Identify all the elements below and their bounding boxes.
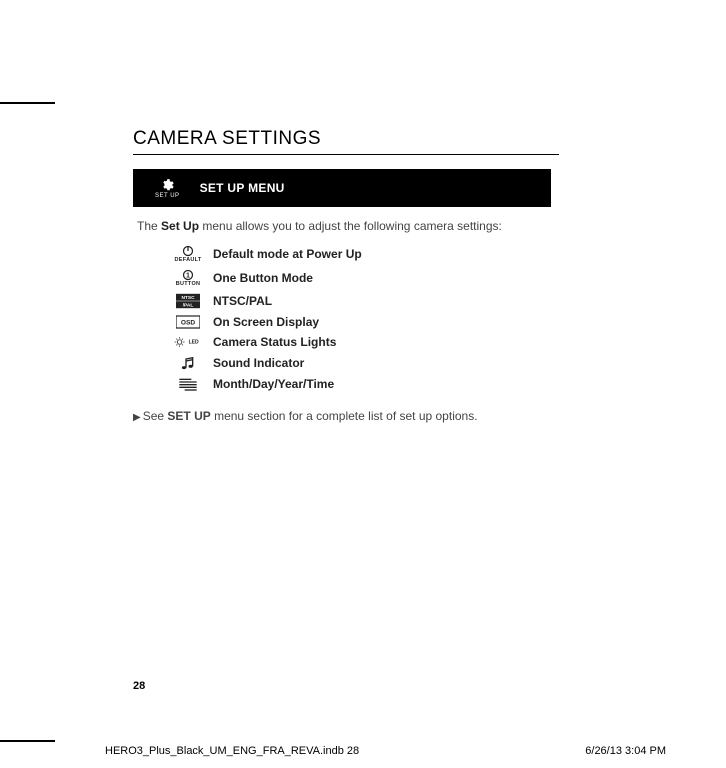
list-item: 1 BUTTON One Button Mode	[173, 269, 559, 287]
ntsc-pal-icon: NTSC /PAL	[173, 293, 203, 309]
item-label: On Screen Display	[213, 315, 319, 329]
see-prefix: See	[143, 409, 168, 423]
led-icon: LED	[173, 335, 203, 349]
icon-sublabel: DEFAULT	[174, 257, 201, 263]
setup-menu-title: SET UP MENU	[200, 181, 285, 195]
page-content: CAMERA SETTINGS SET UP SET UP MENU The S…	[133, 128, 559, 423]
page-number: 28	[133, 680, 145, 692]
crop-mark	[105, 0, 107, 55]
intro-suffix: menu allows you to adjust the following …	[199, 219, 502, 233]
see-suffix: menu section for a complete list of set …	[211, 409, 478, 423]
list-item: NTSC /PAL NTSC/PAL	[173, 293, 559, 309]
icon-sublabel: BUTTON	[176, 281, 201, 287]
list-item: Sound Indicator	[173, 355, 559, 371]
svg-text:1: 1	[186, 273, 190, 280]
setup-gear-icon: SET UP	[155, 178, 180, 199]
list-item: Month/Day/Year/Time	[173, 377, 559, 391]
item-label: One Button Mode	[213, 271, 313, 285]
crop-mark	[0, 740, 55, 742]
footer-filename: HERO3_Plus_Black_UM_ENG_FRA_REVA.indb 28	[105, 745, 359, 757]
intro-prefix: The	[137, 219, 161, 233]
osd-icon: OSD	[173, 315, 203, 329]
power-default-icon: DEFAULT	[173, 245, 203, 263]
page-title: CAMERA SETTINGS	[133, 128, 559, 155]
sound-icon	[173, 355, 203, 371]
item-label: Sound Indicator	[213, 356, 304, 370]
item-label: Camera Status Lights	[213, 335, 336, 349]
list-item: LED Camera Status Lights	[173, 335, 559, 349]
crop-mark	[105, 713, 107, 768]
see-reference: ▶See SET UP menu section for a complete …	[133, 409, 559, 423]
intro-text: The Set Up menu allows you to adjust the…	[137, 219, 559, 233]
svg-text:NTSC: NTSC	[181, 295, 195, 301]
triangle-bullet-icon: ▶	[133, 412, 141, 423]
item-label: Month/Day/Year/Time	[213, 377, 334, 391]
svg-text:OSD: OSD	[181, 319, 196, 326]
intro-bold: Set Up	[161, 219, 199, 233]
one-button-icon: 1 BUTTON	[173, 269, 203, 287]
date-time-icon	[173, 377, 203, 391]
list-item: DEFAULT Default mode at Power Up	[173, 245, 559, 263]
see-bold: SET UP	[167, 409, 210, 423]
svg-text:LED: LED	[189, 340, 199, 346]
list-item: OSD On Screen Display	[173, 315, 559, 329]
svg-text:/PAL: /PAL	[183, 302, 194, 308]
crop-mark	[0, 102, 55, 104]
footer-datetime: 6/26/13 3:04 PM	[585, 745, 666, 757]
item-label: NTSC/PAL	[213, 294, 272, 308]
setup-menu-bar: SET UP SET UP MENU	[133, 169, 551, 207]
setup-icon-sublabel: SET UP	[155, 193, 180, 199]
settings-list: DEFAULT Default mode at Power Up 1 BUTTO…	[173, 245, 559, 391]
item-label: Default mode at Power Up	[213, 247, 362, 261]
